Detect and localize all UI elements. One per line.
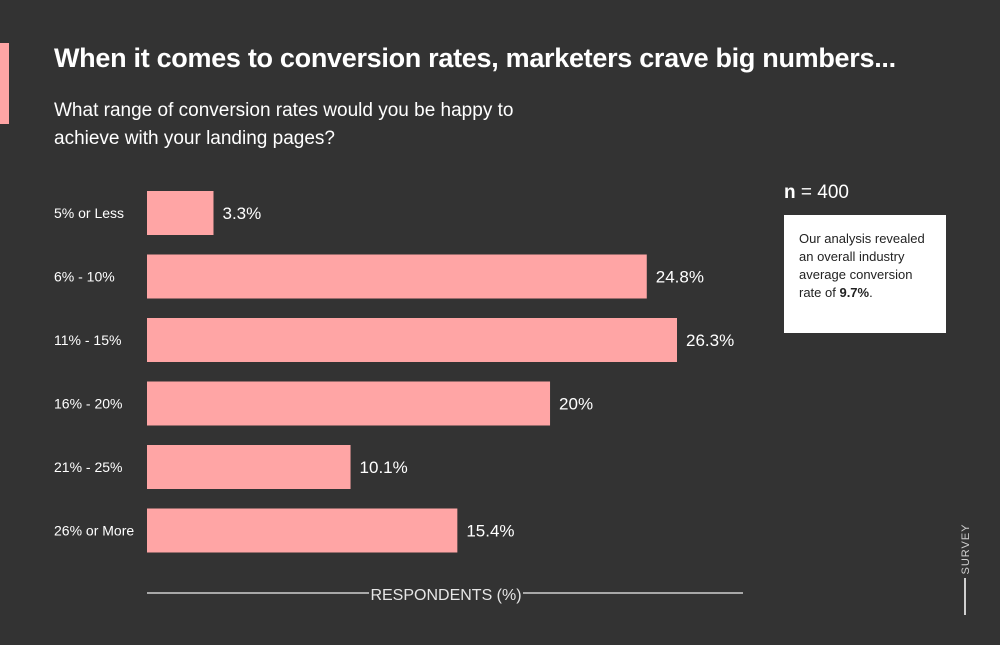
n-value: = 400	[795, 182, 849, 203]
chart-subtitle: What range of conversion rates would you…	[54, 100, 514, 149]
bar	[147, 318, 677, 362]
survey-tag: SURVEY	[960, 523, 972, 575]
note-text-end: .	[869, 285, 873, 300]
chart-title: When it comes to conversion rates, marke…	[54, 43, 896, 73]
bar	[147, 191, 214, 235]
note-box: Our analysis revealed an overall industr…	[784, 215, 946, 333]
category-label: 26% or More	[54, 523, 134, 539]
value-label: 10.1%	[360, 458, 408, 477]
bar	[147, 508, 458, 553]
category-label: 21% - 25%	[54, 459, 122, 475]
note-text: Our analysis revealed an overall industr…	[799, 231, 925, 300]
sample-size: n = 400	[784, 182, 849, 204]
value-label: 20%	[559, 395, 593, 414]
category-label: 5% or Less	[54, 205, 124, 221]
survey-line	[964, 578, 966, 615]
value-label: 15.4%	[466, 522, 514, 541]
value-label: 24.8%	[656, 268, 704, 287]
bar	[147, 445, 351, 489]
value-label: 26.3%	[686, 331, 734, 350]
category-label: 6% - 10%	[54, 269, 115, 285]
n-symbol: n	[784, 182, 796, 203]
bar	[147, 254, 647, 299]
x-axis-label: RESPONDENTS (%)	[370, 587, 521, 604]
category-label: 11% - 15%	[54, 332, 121, 348]
category-label: 16% - 20%	[54, 396, 122, 412]
accent-bar	[0, 43, 9, 124]
bar	[147, 381, 551, 426]
bar-chart: 5% or Less 3.3% 6% - 10% 24.8% 11% - 15% 26.3…	[54, 191, 743, 604]
note-highlight: 9.7%	[839, 285, 870, 300]
value-label: 3.3%	[223, 204, 262, 223]
